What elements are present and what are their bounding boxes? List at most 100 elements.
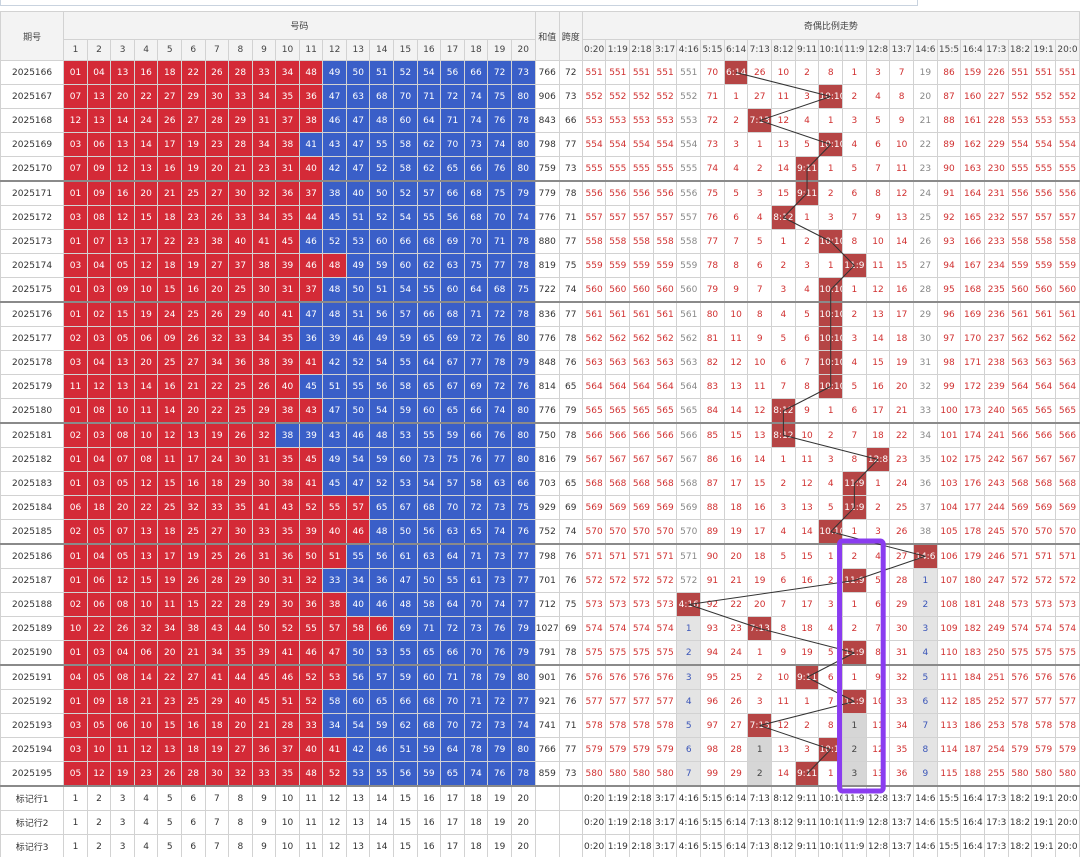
number-ball: 71 bbox=[416, 84, 442, 109]
number-ball: 38 bbox=[298, 108, 324, 133]
trend-cell: 16 bbox=[723, 447, 749, 472]
trend-cell: 580 bbox=[629, 761, 654, 787]
trend-cell: 568 bbox=[676, 471, 702, 496]
number-ball: 16 bbox=[157, 374, 182, 399]
trend-cell: 6 bbox=[842, 398, 867, 424]
trend-cell: 234 bbox=[983, 253, 1009, 278]
number-ball: 60 bbox=[369, 229, 395, 254]
footer-ratio: 4:16 bbox=[676, 834, 702, 857]
number-ball: 45 bbox=[251, 664, 277, 690]
number-ball: 58 bbox=[393, 374, 418, 399]
number-ball: 18 bbox=[157, 253, 182, 278]
number-ball: 28 bbox=[180, 761, 206, 787]
number-ball: 30 bbox=[251, 471, 277, 496]
footer-ratio: 3:17 bbox=[652, 810, 678, 835]
number-ball: 63 bbox=[345, 84, 371, 109]
number-ball: 26 bbox=[204, 205, 230, 230]
period-header: 期号 bbox=[0, 11, 65, 61]
trend-cell: 567 bbox=[1007, 447, 1033, 472]
footer-ratio: 6:14 bbox=[723, 834, 749, 857]
trend-cell: 9 bbox=[865, 205, 891, 230]
trend-cell: 18 bbox=[794, 616, 820, 641]
trend-cell: 1 bbox=[794, 689, 820, 714]
trend-cell: 228 bbox=[983, 108, 1009, 133]
sum-cell: 816 bbox=[534, 447, 560, 472]
trend-cell: 111 bbox=[936, 664, 962, 690]
number-ball: 01 bbox=[63, 301, 88, 327]
number-ball: 04 bbox=[86, 253, 112, 278]
number-ball: 19 bbox=[133, 301, 159, 327]
number-ball: 41 bbox=[322, 737, 347, 762]
trend-cell: 5 bbox=[818, 640, 844, 666]
number-ball: 79 bbox=[487, 737, 512, 762]
trend-cell: 558 bbox=[1007, 229, 1033, 254]
trend-cell: 175 bbox=[960, 447, 985, 472]
number-ball: 38 bbox=[204, 229, 230, 254]
header-row-2: 1 2 3 4 5 6 7 8 9 10 11 12 13 14 15 16 17 18 19 20 0:20 1:19 2… bbox=[1, 39, 1080, 61]
trend-cell: 15 bbox=[865, 350, 891, 375]
number-ball: 68 bbox=[463, 180, 489, 206]
trend-cell: 554 bbox=[629, 132, 654, 157]
number-ball: 01 bbox=[63, 689, 88, 714]
number-ball: 07 bbox=[86, 229, 112, 254]
footer-number: 2 bbox=[86, 785, 112, 811]
ratio-col-header: 17:3 bbox=[983, 39, 1009, 61]
number-ball: 60 bbox=[416, 664, 442, 690]
trend-hit-cell: 10:10 bbox=[818, 84, 844, 109]
trend-hit-cell: 9:11 bbox=[794, 156, 820, 182]
ratio-col-header: 4:16 bbox=[676, 39, 702, 61]
header-row-1: 期号 号码 和值 跨度 奇偶比例走势 bbox=[0, 11, 1080, 61]
trend-cell: 3 bbox=[818, 205, 844, 230]
trend-cell: 574 bbox=[1031, 616, 1056, 641]
ratio-col-header: 9:11 bbox=[794, 39, 820, 61]
number-ball: 30 bbox=[251, 568, 277, 593]
number-ball: 25 bbox=[228, 398, 253, 424]
table-row: 2025188 02 06 08 10 11 15 22 28 29 30 36 38 40 46 48 58 6… bbox=[0, 592, 1080, 617]
number-ball: 64 bbox=[416, 350, 442, 375]
number-ball: 25 bbox=[180, 301, 206, 327]
number-ball: 74 bbox=[487, 398, 512, 424]
footer-ratio: 4:16 bbox=[676, 810, 702, 835]
trend-cell: 237 bbox=[983, 326, 1009, 351]
number-ball: 68 bbox=[416, 713, 442, 738]
number-ball: 76 bbox=[487, 326, 512, 351]
trend-cell: 28 bbox=[723, 737, 749, 762]
trend-cell: 558 bbox=[676, 229, 702, 254]
number-ball: 58 bbox=[393, 132, 418, 157]
number-ball: 55 bbox=[440, 568, 465, 593]
trend-cell: 29 bbox=[723, 761, 749, 787]
trend-hit-cell: 10:10 bbox=[818, 374, 844, 399]
period-cell: 2025175 bbox=[0, 277, 65, 303]
number-ball: 20 bbox=[157, 640, 182, 666]
number-ball: 22 bbox=[86, 616, 112, 641]
trend-cell: 20 bbox=[889, 374, 914, 399]
trend-cell: 8 bbox=[842, 229, 867, 254]
trend-cell: 551 bbox=[1031, 60, 1056, 85]
number-ball: 75 bbox=[440, 447, 465, 472]
trend-cell: 564 bbox=[1031, 374, 1056, 399]
number-ball: 71 bbox=[463, 689, 489, 714]
ratio-col-header: 12:8 bbox=[865, 39, 891, 61]
number-ball: 50 bbox=[298, 543, 324, 569]
trend-cell: 560 bbox=[581, 277, 607, 303]
trend-cell: 563 bbox=[652, 350, 678, 375]
trend-cell: 97 bbox=[700, 713, 725, 738]
span-cell: 76 bbox=[558, 664, 583, 690]
trend-cell: 36 bbox=[913, 471, 938, 496]
number-ball: 18 bbox=[204, 471, 230, 496]
trend-cell: 87 bbox=[936, 84, 962, 109]
number-ball: 52 bbox=[298, 664, 324, 690]
trend-cell: 86 bbox=[936, 60, 962, 85]
span-cell: 76 bbox=[558, 543, 583, 569]
number-ball: 51 bbox=[345, 205, 371, 230]
trend-cell: 552 bbox=[676, 84, 702, 109]
number-ball: 80 bbox=[510, 326, 536, 351]
number-ball: 55 bbox=[369, 761, 395, 787]
trend-cell: 4 bbox=[747, 205, 773, 230]
span-cell: 78 bbox=[558, 422, 583, 448]
trend-cell: 1 bbox=[842, 60, 867, 85]
number-ball: 14 bbox=[157, 398, 182, 424]
number-ball: 33 bbox=[228, 84, 253, 109]
trend-cell: 563 bbox=[605, 350, 631, 375]
number-ball: 50 bbox=[416, 568, 442, 593]
